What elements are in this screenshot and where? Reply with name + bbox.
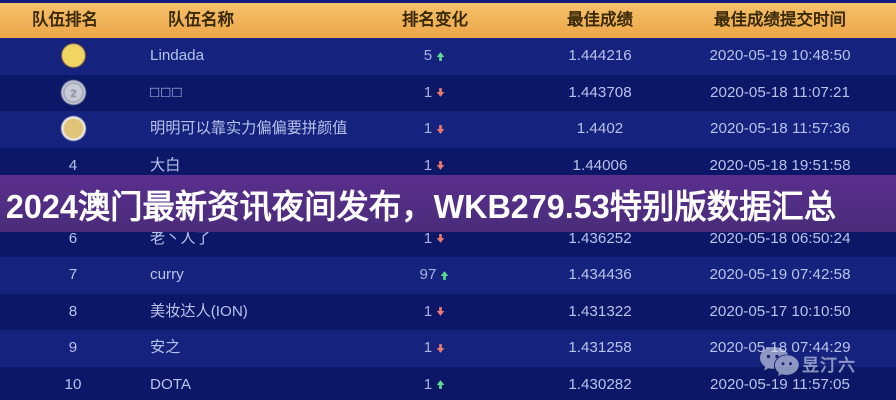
svg-text:2: 2 bbox=[70, 88, 76, 100]
